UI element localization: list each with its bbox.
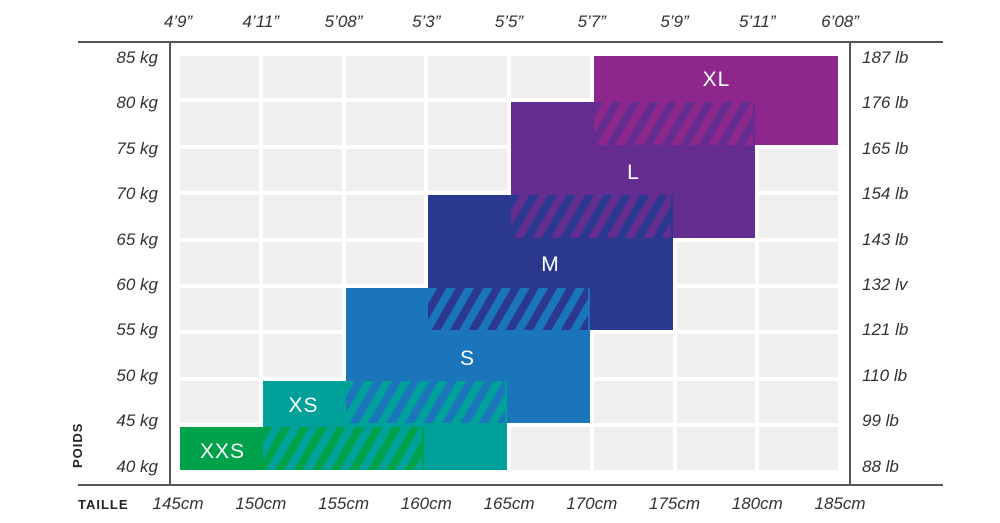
x-tick-cm: 160cm bbox=[400, 494, 452, 513]
y-tick-kg: 85 kg bbox=[116, 48, 158, 67]
grid-cell bbox=[180, 334, 259, 377]
grid-cell bbox=[180, 288, 259, 331]
y-tick-lb: 121 lb bbox=[862, 320, 909, 340]
top-axis-line bbox=[78, 41, 943, 43]
grid-cell bbox=[180, 148, 259, 192]
grid-cell bbox=[759, 427, 838, 470]
y-tick-kg: 45 kg bbox=[116, 411, 158, 431]
grid-cell bbox=[180, 380, 259, 424]
x-tick-cm: 155cm bbox=[317, 494, 370, 513]
y-tick-lb: 132 lv bbox=[862, 275, 908, 294]
y-tick-kg: 75 kg bbox=[116, 138, 158, 158]
size-label-xs: XS bbox=[288, 394, 319, 417]
size-label-m: M bbox=[541, 253, 560, 276]
y-tick-kg: 50 kg bbox=[116, 365, 158, 385]
grid-cell bbox=[345, 195, 425, 238]
grid-cell bbox=[428, 148, 507, 192]
grid-cell bbox=[180, 241, 259, 284]
overlap-hatch-xxs-xs bbox=[262, 427, 423, 470]
x-tick-ft: 4’11” bbox=[242, 12, 280, 31]
y-axis-title: POIDS bbox=[70, 422, 85, 468]
grid-cell bbox=[180, 195, 259, 238]
x-tick-cm: 170cm bbox=[566, 494, 618, 513]
grid-cell bbox=[345, 148, 425, 192]
grid-cell bbox=[759, 195, 838, 238]
right-axis-line bbox=[849, 41, 851, 486]
grid-cell bbox=[759, 334, 838, 377]
overlap-hatch-s-m bbox=[428, 288, 588, 331]
grid-cell bbox=[676, 427, 756, 470]
grid-cell bbox=[676, 380, 756, 424]
size-label-l: L bbox=[627, 161, 640, 184]
grid-cell bbox=[262, 288, 342, 331]
grid-cell bbox=[262, 56, 342, 99]
bottom-axis-line bbox=[78, 484, 943, 486]
y-tick-kg: 80 kg bbox=[116, 93, 158, 113]
x-tick-ft: 5’11” bbox=[738, 12, 776, 31]
y-tick-lb: 143 lb bbox=[862, 229, 909, 249]
grid-cell bbox=[759, 148, 838, 192]
x-tick-cm: 150cm bbox=[235, 494, 287, 513]
x-tick-ft: 6’08” bbox=[821, 12, 859, 31]
grid-cell bbox=[593, 427, 673, 470]
y-tick-kg: 40 kg bbox=[116, 456, 158, 476]
size-label-s: S bbox=[459, 347, 475, 370]
y-tick-kg: 60 kg bbox=[116, 275, 158, 294]
grid-cell bbox=[676, 334, 756, 377]
x-tick-cm: 185cm bbox=[814, 494, 866, 513]
grid-cell bbox=[428, 102, 507, 145]
overlap-hatch-m-l bbox=[511, 195, 671, 238]
y-tick-kg: 65 kg bbox=[116, 229, 158, 249]
y-tick-lb: 88 lb bbox=[862, 456, 899, 476]
size-label-xl: XL bbox=[702, 68, 731, 91]
grid-cell bbox=[428, 56, 507, 99]
grid-cell bbox=[262, 102, 342, 145]
grid-cell bbox=[180, 56, 259, 99]
grid-cell bbox=[676, 288, 756, 331]
grid-cell bbox=[511, 427, 590, 470]
grid-cell bbox=[593, 380, 673, 424]
x-tick-ft: 5’3” bbox=[412, 12, 441, 31]
y-tick-lb: 154 lb bbox=[862, 184, 909, 204]
grid-cell bbox=[676, 241, 756, 284]
y-tick-lb: 99 lb bbox=[862, 411, 899, 431]
y-tick-lb: 165 lb bbox=[862, 138, 909, 158]
grid-cell bbox=[759, 241, 838, 284]
x-tick-cm: 165cm bbox=[483, 494, 535, 513]
x-tick-ft: 4’9” bbox=[163, 12, 193, 31]
grid-cell bbox=[262, 334, 342, 377]
grid-cell bbox=[593, 334, 673, 377]
x-tick-cm: 180cm bbox=[731, 494, 783, 513]
x-tick-cm: 175cm bbox=[648, 494, 701, 513]
grid-cell bbox=[511, 56, 590, 99]
grid-cell bbox=[345, 241, 425, 284]
grid-cell bbox=[759, 380, 838, 424]
y-tick-lb: 176 lb bbox=[862, 93, 909, 113]
grid-cell bbox=[345, 102, 425, 145]
x-tick-ft: 5’08” bbox=[324, 12, 363, 31]
x-axis-title: TAILLE bbox=[78, 497, 129, 512]
grid-cell bbox=[262, 148, 342, 192]
x-tick-cm: 145cm bbox=[152, 494, 204, 513]
size-label-xxs: XXS bbox=[199, 439, 246, 463]
grid-cell bbox=[262, 195, 342, 238]
x-tick-ft: 5’5” bbox=[494, 12, 524, 31]
grid-cell bbox=[345, 56, 425, 99]
grid-cell bbox=[759, 288, 838, 331]
grid-cell bbox=[262, 241, 342, 284]
overlap-hatch-l-xl bbox=[593, 102, 754, 145]
x-tick-ft: 5’7” bbox=[577, 12, 606, 31]
x-tick-ft: 5’9” bbox=[660, 12, 689, 31]
overlap-hatch-xs-s bbox=[345, 380, 505, 424]
y-tick-lb: 110 lb bbox=[862, 365, 908, 385]
y-tick-lb: 187 lb bbox=[862, 48, 909, 67]
grid-cell bbox=[180, 102, 259, 145]
y-tick-kg: 55 kg bbox=[116, 320, 158, 340]
y-tick-kg: 70 kg bbox=[116, 184, 158, 204]
left-axis-line bbox=[169, 41, 171, 486]
